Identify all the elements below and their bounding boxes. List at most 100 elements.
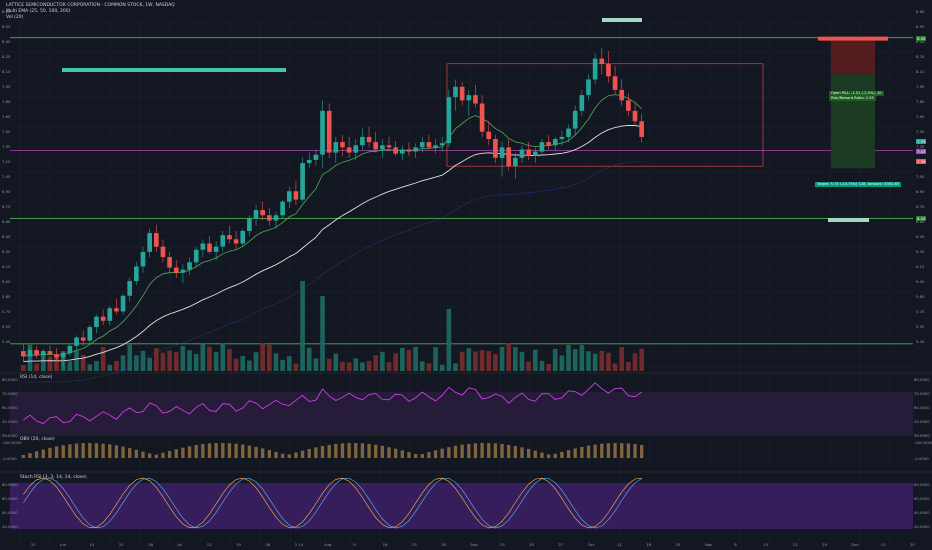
- price-axis-label-left: 8.60: [2, 9, 11, 14]
- stoch-pane-label: Stoch RSI (3, 3, 14, 14, close): [20, 475, 87, 480]
- volume-bar: [193, 353, 199, 371]
- volume-bar: [167, 350, 172, 371]
- obv-bar: [354, 443, 358, 458]
- candle-body: [207, 243, 212, 252]
- price-axis-label-left: 8.40: [2, 39, 11, 44]
- candle-body: [426, 142, 432, 148]
- time-axis-label: 29: [822, 542, 827, 547]
- obv-bar: [234, 443, 238, 458]
- ema-100-line: [23, 161, 642, 383]
- target-zone: [831, 74, 875, 169]
- volume-bar: [34, 363, 39, 371]
- obv-bar: [34, 451, 39, 458]
- candle-body: [286, 191, 292, 202]
- volume-bar: [260, 343, 266, 371]
- candle-body: [80, 337, 86, 341]
- legend-symbol: LATTICE SEMICONDUCTOR CORPORATION - COMM…: [6, 3, 175, 8]
- candle-body: [306, 159, 312, 164]
- candle-body: [612, 76, 618, 90]
- time-axis-label: 28: [148, 542, 154, 547]
- price-tag: 7.39: [916, 158, 927, 164]
- volume-bar: [306, 347, 312, 371]
- price-axis-label: 7.65: [916, 114, 925, 119]
- rsi-line: [23, 382, 642, 424]
- obv-bar: [167, 450, 172, 458]
- time-axis-label: Aug: [324, 542, 332, 547]
- candle-body: [326, 110, 332, 153]
- candle-body: [267, 215, 272, 221]
- ema-200-line: [23, 124, 642, 363]
- volume-bar: [213, 352, 219, 371]
- stoch-axis-label: 60.0000: [2, 496, 18, 501]
- volume-bar: [586, 351, 591, 371]
- obv-bar: [513, 446, 518, 458]
- volume-bar: [200, 343, 206, 371]
- obv-bar: [487, 443, 491, 458]
- rsi-axis-label: 30.0000: [2, 433, 18, 438]
- volume-bar: [473, 351, 478, 371]
- rsi-axis-label-right: 60.0000: [914, 405, 930, 410]
- ema-25-line: [23, 94, 642, 357]
- candle-body: [513, 157, 518, 167]
- volume-bar: [419, 361, 425, 371]
- candle-body: [532, 151, 538, 156]
- candle-body: [446, 97, 452, 144]
- candle-body: [114, 308, 119, 312]
- time-axis-label: 13: [499, 542, 505, 547]
- candle-body: [579, 95, 585, 111]
- candle-body: [433, 145, 438, 148]
- time-axis-label: 12: [206, 542, 212, 547]
- obv-bar: [546, 454, 551, 458]
- candle-body: [473, 95, 478, 104]
- time-axis-label: 8: [734, 542, 737, 547]
- volume-bar: [380, 351, 385, 371]
- obv-bar: [473, 443, 478, 458]
- volume-bar: [612, 363, 618, 371]
- stoch-axis-label: 20.0000: [2, 524, 18, 529]
- obv-bar: [54, 446, 59, 458]
- obv-bar: [520, 447, 524, 458]
- rsi-band: [10, 392, 913, 434]
- time-axis-label: 21: [118, 542, 124, 547]
- volume-bar: [74, 350, 79, 371]
- obv-bar: [367, 443, 371, 458]
- obv-bar: [593, 444, 597, 458]
- time-axis-label: Jul: [177, 542, 183, 547]
- obv-bar: [467, 443, 471, 458]
- candle-body: [466, 95, 472, 101]
- legend-ma: Multi EMA (25, 50, 100, 200): [6, 9, 71, 14]
- volume-bar: [340, 361, 345, 371]
- candle-body: [333, 142, 339, 153]
- obv-bar: [440, 448, 444, 458]
- obv-bar: [267, 450, 271, 458]
- obv-bar: [347, 443, 351, 458]
- candle-body: [486, 131, 492, 140]
- volume-bar: [134, 355, 139, 371]
- candle-body: [632, 110, 638, 122]
- obv-bar: [21, 455, 25, 458]
- price-axis-label: 5.85: [916, 294, 925, 299]
- obv-bar: [161, 452, 165, 458]
- obv-bar: [387, 447, 391, 458]
- price-axis-label: 8.10: [916, 69, 925, 74]
- candle-body: [280, 201, 285, 216]
- volume-bar: [107, 364, 113, 371]
- volume-bar: [406, 349, 412, 371]
- time-axis-label: 11: [617, 542, 622, 547]
- price-axis-label: 6.75: [916, 204, 925, 209]
- volume-bar: [47, 356, 53, 371]
- price-axis-label: 7.95: [916, 84, 925, 89]
- volume-bar: [54, 355, 59, 371]
- volume-bar: [153, 348, 159, 371]
- price-axis-label: 6.60: [916, 219, 925, 224]
- price-axis-label: 8.25: [916, 54, 925, 59]
- time-axis-label: 30: [441, 542, 447, 547]
- obv-bar: [340, 443, 345, 458]
- obv-bar: [573, 448, 577, 458]
- candle-body: [380, 145, 385, 150]
- volume-bar: [273, 353, 279, 371]
- obv-bar: [427, 452, 431, 458]
- time-axis-label: 19: [236, 542, 241, 547]
- obv-bar: [274, 451, 278, 458]
